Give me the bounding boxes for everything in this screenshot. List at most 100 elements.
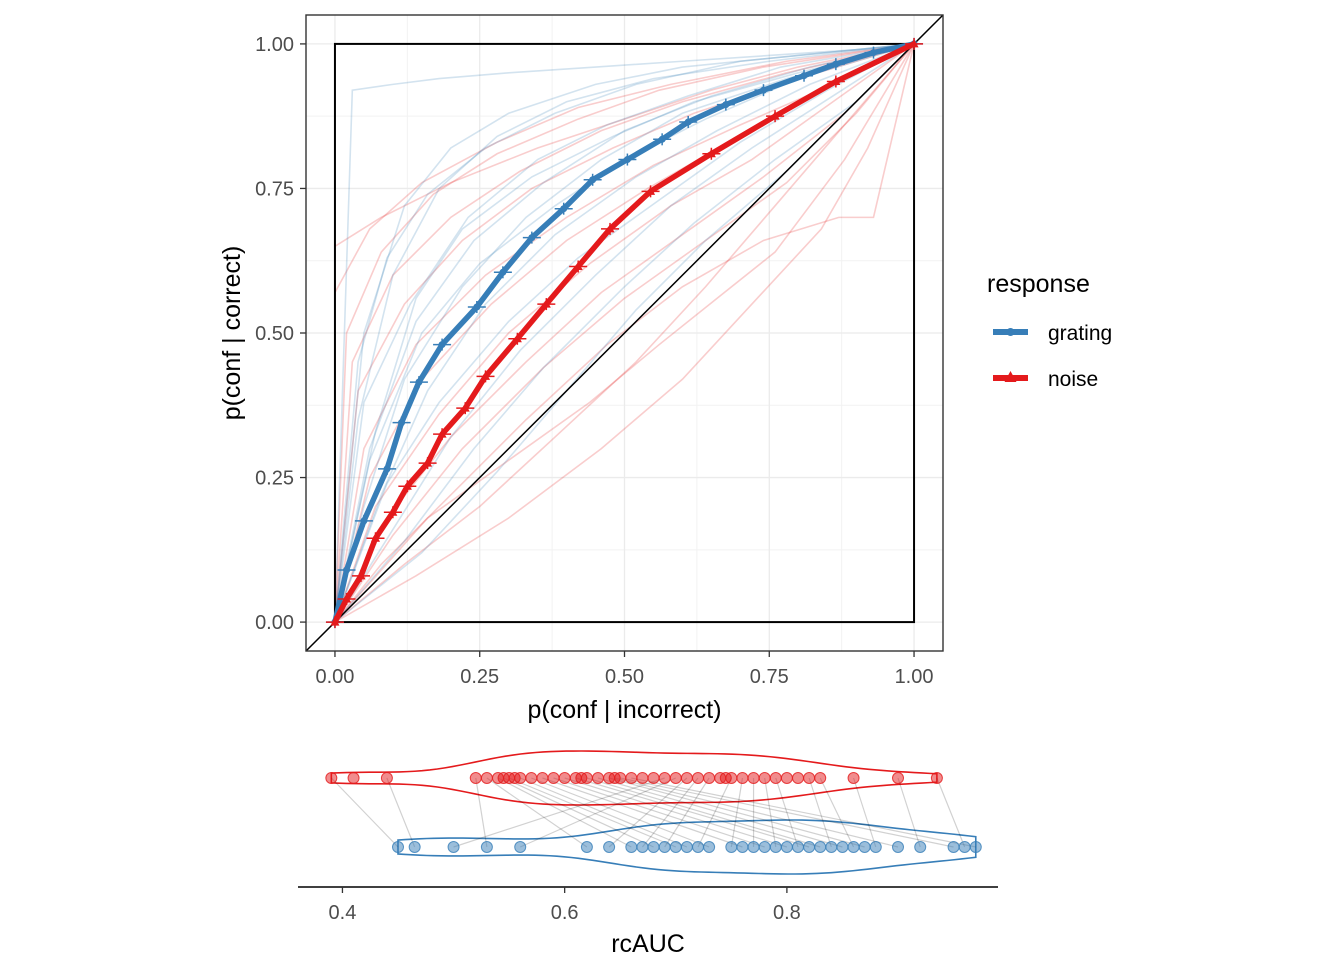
pair-line bbox=[608, 777, 688, 848]
x-tick-label: 0.00 bbox=[315, 666, 354, 688]
point-grating bbox=[415, 378, 423, 386]
rcauc-point-noise bbox=[758, 772, 771, 784]
rcauc-point-grating bbox=[758, 841, 771, 853]
rcauc-point-grating bbox=[625, 841, 638, 853]
point-noise bbox=[541, 299, 551, 308]
rcauc-point-noise bbox=[347, 772, 360, 784]
rcauc-point-noise bbox=[680, 772, 693, 784]
y-tick-label: 0.25 bbox=[255, 468, 294, 490]
point-noise bbox=[573, 261, 583, 271]
point-grating bbox=[383, 465, 391, 473]
individual-curve-grating bbox=[334, 43, 915, 623]
pair-line bbox=[486, 777, 588, 848]
individual-curve-noise bbox=[334, 43, 915, 623]
rcauc-point-grating bbox=[814, 841, 827, 853]
pair-line bbox=[503, 777, 654, 848]
pair-line bbox=[497, 777, 632, 848]
roc-panel: 0.00 0.25 0.50 0.75 1.00 0.00 0.25 0.50 0.75 1.0… bbox=[218, 14, 944, 724]
rcauc-point-noise bbox=[669, 772, 682, 784]
rcauc-tick-label: 0.4 bbox=[329, 902, 357, 924]
rcauc-point-grating bbox=[392, 841, 404, 853]
rcauc-point-noise bbox=[480, 772, 493, 784]
rcauc-point-noise bbox=[747, 772, 760, 784]
rcauc-point-grating bbox=[692, 841, 704, 853]
pair-line bbox=[586, 777, 821, 848]
point-noise bbox=[909, 38, 919, 48]
x-tick-label: 0.25 bbox=[460, 666, 499, 688]
rcauc-point-noise bbox=[692, 772, 704, 784]
rcauc-point-noise bbox=[636, 772, 649, 784]
rcauc-x-axis: 0.4 0.6 0.8 bbox=[329, 887, 801, 924]
rcauc-point-noise bbox=[703, 772, 716, 784]
point-noise bbox=[605, 223, 615, 233]
rcauc-point-noise bbox=[514, 772, 527, 784]
rcauc-point-noise bbox=[847, 772, 860, 784]
individual-curve-grating bbox=[334, 43, 915, 623]
point-noise bbox=[646, 186, 656, 195]
rcauc-points bbox=[325, 772, 982, 853]
rcauc-point-grating bbox=[803, 841, 816, 853]
point-grating bbox=[499, 268, 507, 276]
rcauc-point-grating bbox=[914, 841, 927, 853]
point-grating bbox=[684, 118, 692, 126]
individual-curve-grating bbox=[334, 43, 915, 623]
rcauc-point-noise bbox=[803, 772, 816, 784]
point-noise bbox=[388, 507, 398, 516]
rcauc-point-noise bbox=[469, 772, 482, 784]
legend-item-noise: noise bbox=[993, 368, 1098, 391]
pair-line bbox=[808, 777, 832, 848]
y-tick-label: 1.00 bbox=[255, 34, 294, 56]
roc-x-axis: 0.00 0.25 0.50 0.75 1.00 bbox=[315, 651, 934, 688]
rcauc-point-noise bbox=[792, 772, 804, 784]
rcauc-point-grating bbox=[769, 841, 782, 853]
rcauc-point-noise bbox=[558, 772, 571, 784]
pair-line bbox=[620, 777, 954, 848]
rcauc-tick-label: 0.8 bbox=[773, 902, 801, 924]
x-tick-label: 1.00 bbox=[895, 666, 934, 688]
rcauc-point-grating bbox=[636, 841, 649, 853]
rcauc-point-noise bbox=[525, 772, 538, 784]
point-grating bbox=[343, 566, 351, 574]
rcauc-point-noise bbox=[892, 772, 904, 784]
rcauc-point-grating bbox=[669, 841, 682, 853]
point-grating bbox=[759, 86, 767, 94]
rcauc-point-grating bbox=[647, 841, 660, 853]
roc-mean-curves bbox=[325, 37, 924, 629]
legend-item-grating: grating bbox=[993, 322, 1112, 345]
individual-curve-noise bbox=[334, 43, 915, 623]
roc-x-axis-title: p(conf | incorrect) bbox=[527, 696, 721, 724]
rcauc-point-grating bbox=[892, 841, 904, 853]
individual-curve-noise bbox=[334, 43, 915, 623]
rcauc-point-noise bbox=[536, 772, 549, 784]
individual-curve-noise bbox=[334, 43, 915, 623]
rcauc-point-noise bbox=[814, 772, 827, 784]
series-grating bbox=[325, 37, 924, 629]
y-tick-label: 0.50 bbox=[255, 323, 294, 345]
individual-curve-grating bbox=[334, 43, 915, 623]
rcauc-point-noise bbox=[325, 772, 338, 784]
point-noise bbox=[512, 333, 522, 343]
x-tick-label: 0.75 bbox=[750, 666, 789, 688]
pair-line bbox=[852, 777, 877, 848]
pair-line bbox=[531, 777, 710, 848]
legend-title: response bbox=[987, 270, 1090, 298]
point-noise bbox=[330, 617, 340, 626]
point-grating bbox=[398, 419, 406, 427]
rcauc-point-grating bbox=[580, 841, 593, 853]
point-grating bbox=[360, 517, 368, 525]
pair-line bbox=[330, 777, 399, 848]
legend-label-noise: noise bbox=[1048, 368, 1098, 391]
series-noise bbox=[325, 37, 924, 629]
x-tick-label: 0.50 bbox=[605, 666, 644, 688]
individual-curve-grating bbox=[334, 43, 915, 623]
point-grating bbox=[658, 135, 666, 143]
rcauc-point-noise bbox=[780, 772, 793, 784]
point-grating bbox=[800, 72, 808, 80]
pair-line bbox=[775, 777, 799, 848]
pair-line bbox=[564, 777, 788, 848]
rcauc-point-grating bbox=[603, 841, 616, 853]
individual-curve-grating bbox=[334, 43, 915, 623]
point-noise bbox=[423, 458, 433, 467]
rcauc-point-noise bbox=[647, 772, 660, 784]
violin-grating bbox=[397, 819, 977, 875]
